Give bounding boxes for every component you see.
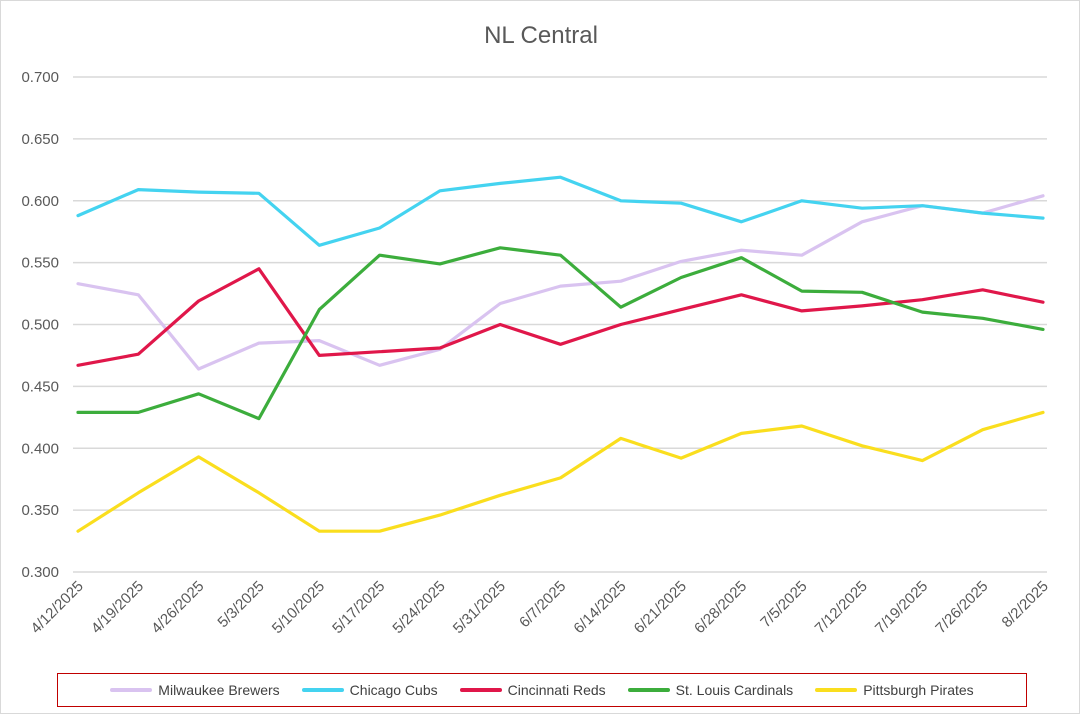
series-line-cincinnati-reds [76, 267, 1045, 367]
y-tick-label: 0.500 [21, 317, 59, 334]
y-tick-label: 0.300 [21, 564, 59, 581]
x-tick-label: 6/7/2025 [516, 578, 569, 631]
x-tick-label: 7/26/2025 [932, 578, 991, 637]
y-tick-label: 0.700 [21, 69, 59, 86]
x-tick-label: 4/19/2025 [88, 578, 147, 637]
x-tick-label: 5/31/2025 [450, 578, 509, 637]
x-tick-label: 8/2/2025 [999, 578, 1052, 631]
series-line-chicago-cubs [76, 175, 1045, 247]
x-tick-label: 5/17/2025 [329, 578, 388, 637]
legend-swatch [459, 688, 502, 692]
x-tick-label: 7/19/2025 [872, 578, 931, 637]
legend: Milwaukee Brewers Chicago Cubs Cincinnati … [57, 673, 1027, 707]
series-line-st-louis-cardinals [76, 246, 1045, 421]
x-tick-label: 6/28/2025 [691, 578, 750, 637]
x-tick-label: 6/21/2025 [631, 578, 690, 637]
x-tick-label: 5/24/2025 [389, 578, 448, 637]
x-tick-label: 4/12/2025 [28, 578, 87, 637]
legend-item: Chicago Cubs [301, 682, 438, 698]
series-line-pittsburgh-pirates [76, 410, 1045, 533]
legend-swatch [815, 688, 858, 692]
x-tick-label: 6/14/2025 [570, 578, 629, 637]
y-axis-tick-labels: 0.300 0.350 0.400 0.450 0.500 0.550 0.600 0.650… [21, 69, 59, 581]
series-line-milwaukee-brewers [76, 194, 1045, 371]
y-tick-label: 0.350 [21, 502, 59, 519]
x-tick-label: 7/5/2025 [757, 578, 810, 631]
legend-swatch [627, 688, 670, 692]
x-tick-label: 7/12/2025 [812, 578, 871, 637]
y-tick-label: 0.550 [21, 255, 59, 272]
y-tick-label: 0.650 [21, 131, 59, 148]
x-tick-label: 5/3/2025 [214, 578, 267, 631]
x-tick-label: 5/10/2025 [269, 578, 328, 637]
legend-swatch [301, 688, 344, 692]
legend-swatch [110, 688, 153, 692]
gridlines [73, 76, 1047, 573]
legend-label: Cincinnati Reds [507, 682, 606, 698]
legend-item: Cincinnati Reds [459, 682, 606, 698]
y-tick-label: 0.400 [21, 440, 59, 457]
line-chart: NL Central 0.300 0.350 0.400 0.450 0.500 0.55… [21, 22, 1052, 637]
y-tick-label: 0.600 [21, 193, 59, 210]
legend-item: Milwaukee Brewers [110, 682, 280, 698]
legend-item: St. Louis Cardinals [627, 682, 794, 698]
legend-item: Pittsburgh Pirates [815, 682, 974, 698]
legend-label: Chicago Cubs [349, 682, 438, 698]
series-lines [76, 175, 1045, 533]
legend-label: St. Louis Cardinals [675, 682, 794, 698]
legend-label: Milwaukee Brewers [158, 682, 280, 698]
y-tick-label: 0.450 [21, 378, 59, 395]
x-tick-label: 4/26/2025 [148, 578, 207, 637]
x-axis-tick-labels: 4/12/2025 4/19/2025 4/26/2025 5/3/2025 5/10/… [28, 578, 1052, 637]
legend-label: Pittsburgh Pirates [863, 682, 974, 698]
chart-title: NL Central [484, 22, 598, 49]
